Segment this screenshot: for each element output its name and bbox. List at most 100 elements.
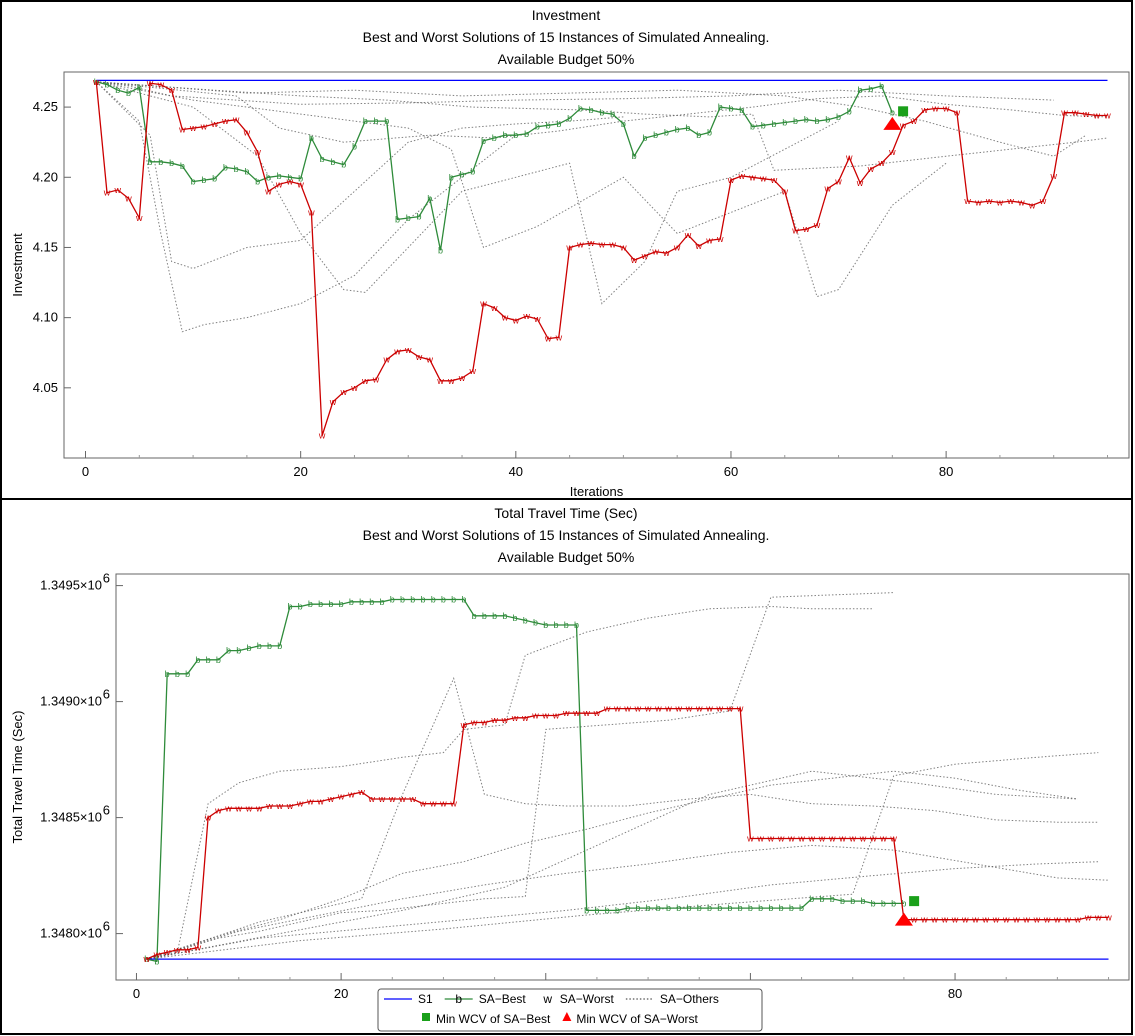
sa-best-point: b: [782, 118, 787, 128]
sa-worst-point: w: [189, 123, 197, 133]
sa-worst-point: w: [662, 248, 670, 258]
sa-worst-point: w: [845, 153, 853, 163]
sa-others-line: [146, 752, 1099, 960]
sa-worst-point: w: [705, 704, 713, 714]
sa-worst-point: w: [501, 715, 509, 725]
sa-worst-point: w: [173, 945, 181, 955]
sa-worst-point: w: [856, 178, 864, 188]
sa-best-point: b: [738, 903, 743, 913]
sa-best-point: b: [369, 597, 374, 607]
sa-best-point: b: [761, 120, 766, 130]
sa-worst-line: [146, 707, 1109, 960]
sa-best-point: b: [105, 80, 110, 90]
sa-worst-point: w: [996, 198, 1004, 208]
sa-others-line: [96, 81, 947, 298]
sa-worst-point: w: [920, 915, 928, 925]
sa-worst-point: w: [306, 796, 314, 806]
sa-worst-point: w: [1049, 171, 1057, 181]
sa-worst-point: w: [736, 704, 744, 714]
sa-best-point: b: [349, 597, 354, 607]
sa-best-point: b: [461, 595, 466, 605]
sa-best-point: b: [685, 123, 690, 133]
sa-worst-point: w: [214, 806, 222, 816]
sa-best-point: b: [420, 595, 425, 605]
sa-worst-point: w: [813, 220, 821, 230]
sa-worst-point: w: [200, 122, 208, 132]
sa-best-point: b: [395, 214, 400, 224]
sa-best-point: b: [656, 903, 661, 913]
x-tick-label: 80: [948, 986, 962, 1001]
y-tick-label: 4.10: [33, 310, 58, 325]
sa-worst-point: w: [613, 704, 621, 714]
sa-worst-point: w: [490, 303, 498, 313]
y-tick-label: 1.3485×10: [40, 810, 102, 825]
sa-worst-point: w: [598, 240, 606, 250]
legend-item-min-wcv-of-sa-best-label: Min WCV of SA−Best: [436, 1012, 551, 1026]
sa-best-point: b: [847, 106, 852, 116]
sa-best-point: b: [635, 903, 640, 913]
sa-worst-point: w: [930, 915, 938, 925]
sa-worst-point: w: [961, 915, 969, 925]
sa-worst-point: w: [92, 77, 100, 87]
sa-best-point: b: [799, 903, 804, 913]
sa-best-point: b: [804, 115, 809, 125]
sa-worst-point: w: [619, 242, 627, 252]
sa-best-point: b: [236, 646, 241, 656]
sa-worst-point: w: [565, 242, 573, 252]
sa-worst-point: w: [951, 915, 959, 925]
sa-best-point: b: [825, 115, 830, 125]
sa-worst-point: w: [533, 314, 541, 324]
sa-worst-point: w: [685, 704, 693, 714]
plot-frame: [63, 71, 1130, 459]
y-tick-exponent: 6: [103, 803, 110, 818]
sa-others-line: [146, 770, 1078, 960]
sa-best-point: b: [503, 130, 508, 140]
sa-worst-point: w: [243, 127, 251, 137]
sa-worst-point: w: [1053, 915, 1061, 925]
sa-worst-point: w: [1092, 111, 1100, 121]
sa-worst-point: w: [221, 116, 229, 126]
sa-worst-point: w: [716, 234, 724, 244]
sa-best-point: b: [697, 903, 702, 913]
sa-worst-point: w: [114, 185, 122, 195]
sa-best-point: b: [277, 641, 282, 651]
sa-best-point: b: [717, 903, 722, 913]
x-tick-label: 20: [293, 464, 307, 479]
sa-worst-point: w: [770, 175, 778, 185]
sa-worst-point: w: [634, 704, 642, 714]
sa-best-point: b: [255, 176, 260, 186]
sa-worst-point: w: [727, 175, 735, 185]
sa-others-line: [146, 605, 874, 960]
sa-worst-point: w: [748, 172, 756, 182]
y-tick-exponent: 6: [103, 919, 110, 934]
sa-worst-point: w: [981, 915, 989, 925]
sa-best-point: b: [470, 167, 475, 177]
sa-worst-point: w: [1082, 109, 1090, 119]
sa-best-point: b: [223, 162, 228, 172]
sa-best-point: b: [584, 905, 589, 915]
sa-others-line: [96, 81, 1108, 171]
sa-others-line: [95, 81, 517, 333]
sa-best-point: b: [750, 122, 755, 132]
sa-worst-point: w: [818, 833, 826, 843]
sa-worst-point: w: [316, 796, 324, 806]
x-tick-label: 0: [82, 464, 89, 479]
sa-best-point: b: [632, 151, 637, 161]
sa-worst-point: w: [408, 794, 416, 804]
sa-worst-point: w: [963, 196, 971, 206]
sa-worst-point: w: [787, 833, 795, 843]
sa-worst-point: w: [275, 179, 283, 189]
sa-worst-point: w: [393, 346, 401, 356]
sa-worst-point: w: [974, 198, 982, 208]
sa-worst-point: w: [941, 915, 949, 925]
sa-worst-point: w: [802, 224, 810, 234]
chart-subtitle-budget: Available Budget 50%: [498, 51, 635, 67]
sa-worst-point: w: [224, 803, 232, 813]
sa-worst-point: w: [178, 125, 186, 135]
sa-worst-point: w: [531, 711, 539, 721]
sa-best-point: b: [605, 905, 610, 915]
sa-worst-point: w: [135, 213, 143, 223]
sa-worst-point: w: [1063, 915, 1071, 925]
sa-best-point: b: [363, 116, 368, 126]
sa-worst-point: w: [210, 119, 218, 129]
